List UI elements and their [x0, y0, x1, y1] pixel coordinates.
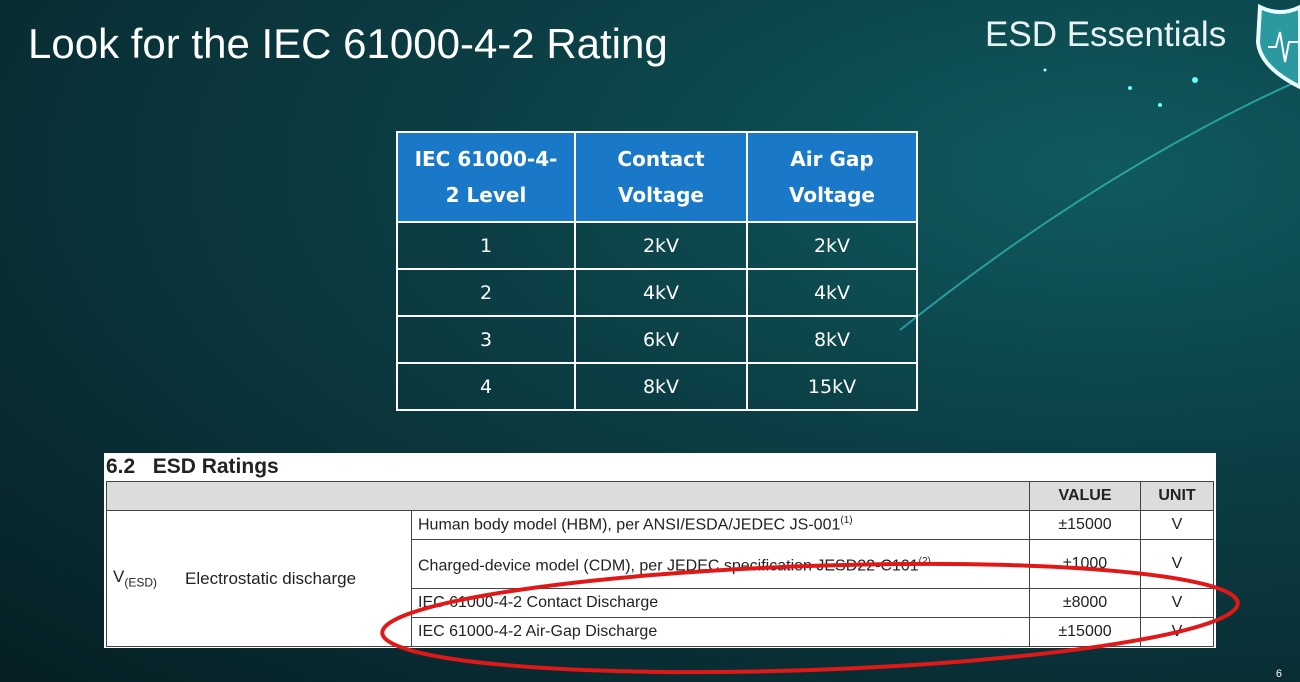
- header-airgap: Air Gap Voltage: [746, 131, 918, 223]
- esd-ratings-table: VALUE UNIT V(ESD) Electrostatic discharge…: [106, 481, 1214, 647]
- table-row: 3 6kV 8kV: [396, 315, 918, 364]
- cell: 3: [396, 315, 576, 364]
- table-row: 2 4kV 4kV: [396, 268, 918, 317]
- table-row: 4 8kV 15kV: [396, 362, 918, 411]
- cell: 2kV: [746, 221, 918, 270]
- brand-name: ESD Essentials: [985, 15, 1227, 54]
- condition: IEC 61000-4-2 Contact Discharge: [411, 588, 1030, 618]
- slide-title: Look for the IEC 61000-4-2 Rating: [28, 20, 668, 67]
- cell: 4: [396, 362, 576, 411]
- datasheet-heading: 6.2 ESD Ratings: [106, 455, 279, 478]
- header-contact: Contact Voltage: [574, 131, 748, 223]
- cell: 2: [396, 268, 576, 317]
- cell: 8kV: [574, 362, 748, 411]
- cell: 4kV: [746, 268, 918, 317]
- page-number: 6: [1275, 668, 1282, 680]
- header-unit: UNIT: [1140, 481, 1214, 511]
- shield-logo-icon: [1255, 3, 1300, 90]
- condition: IEC 61000-4-2 Air-Gap Discharge: [411, 617, 1030, 647]
- unit: V: [1140, 510, 1214, 540]
- parameter: Electrostatic discharge: [179, 510, 412, 647]
- iec-level-table: IEC 61000-4-2 Level Contact Voltage Air …: [396, 131, 918, 411]
- condition: Human body model (HBM), per ANSI/ESDA/JE…: [411, 510, 1030, 540]
- highlight-ellipse: [380, 561, 1240, 675]
- value: ±1000: [1029, 539, 1141, 589]
- cell: 15kV: [746, 362, 918, 411]
- cell: 1: [396, 221, 576, 270]
- cell: 4kV: [574, 268, 748, 317]
- symbol: V(ESD): [106, 510, 179, 647]
- header-value: VALUE: [1029, 481, 1141, 511]
- cell: 6kV: [574, 315, 748, 364]
- cell: 2kV: [574, 221, 748, 270]
- datasheet-excerpt: 6.2 ESD Ratings VALUE UNIT V(ESD) Electro…: [104, 453, 1216, 648]
- header-level: IEC 61000-4-2 Level: [396, 131, 576, 223]
- cell: 8kV: [746, 315, 918, 364]
- table-row: 1 2kV 2kV: [396, 221, 918, 270]
- condition: Charged-device model (CDM), per JEDEC sp…: [411, 539, 1030, 589]
- value: ±15000: [1029, 510, 1141, 540]
